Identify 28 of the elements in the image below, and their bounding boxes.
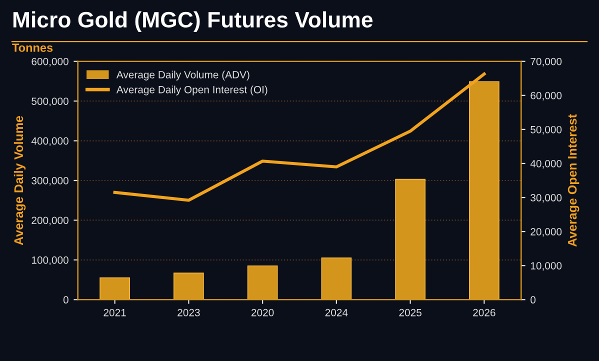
y-tick-label: 600,000 — [32, 58, 68, 66]
y2-tick-label: 50,000 — [530, 126, 562, 135]
x-tick-label: 2026 — [473, 308, 496, 316]
y-tick-label: 300,000 — [32, 177, 68, 186]
y-tick-label: 400,000 — [31, 137, 68, 146]
x-tick-label: 2023 — [178, 308, 200, 316]
y2-tick-label: 10,000 — [530, 262, 562, 271]
y2-tick-label: 20,000 — [530, 228, 562, 237]
x-tick-label: 2021 — [104, 308, 126, 316]
y2-tick-label: 40,000 — [530, 160, 562, 169]
y-tick-label: 100,000 — [32, 256, 68, 266]
chart-subtitle: Tonnes — [12, 44, 53, 52]
y-tick-label: 0 — [63, 296, 68, 304]
x-tick-label: 2024 — [325, 308, 348, 316]
x-tick-label: 2020 — [252, 308, 274, 316]
chart-title: Micro Gold (MGC) Futures Volume — [13, 11, 373, 32]
y-axis-title: Average Daily Volume — [14, 116, 26, 246]
y2-tick-label: 70,000 — [530, 58, 562, 66]
y-tick-label: 200,000 — [32, 216, 68, 226]
y2-tick-label: 60,000 — [530, 92, 562, 101]
y2-tick-label: 30,000 — [530, 194, 562, 203]
legend-label: Average Daily Open Interest (OI) — [116, 86, 268, 96]
y-tick-label: 500,000 — [32, 98, 68, 106]
y2-axis-title: Average Open Interest — [568, 114, 580, 247]
y2-tick-label: 0 — [530, 296, 536, 304]
line-series — [113, 72, 486, 202]
legend-label: Average Daily Volume (ADV) — [116, 70, 250, 80]
x-tick-label: 2025 — [399, 308, 422, 316]
